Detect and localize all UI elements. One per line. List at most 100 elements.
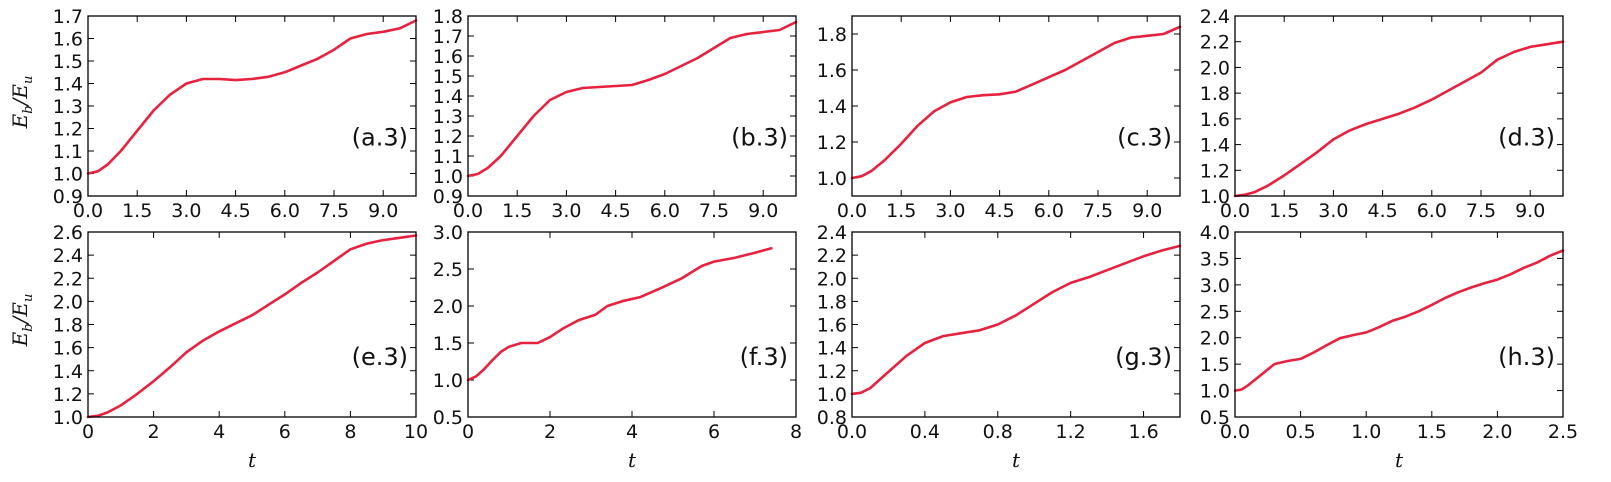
y-tick-label: 2.4: [53, 245, 83, 267]
y-tick-label: 1.8: [53, 315, 83, 337]
x-tick-label: 4.5: [984, 200, 1014, 222]
x-tick-label: 6.0: [650, 200, 680, 222]
x-tick-label: 1.5: [502, 200, 532, 222]
x-tick-label: 8: [790, 421, 802, 443]
y-tick-label: 1.8: [1200, 83, 1230, 105]
y-tick-label: 1.4: [817, 338, 847, 360]
series-line: [86, 19, 418, 175]
y-tick-label: 1.0: [53, 164, 83, 186]
y-axis-title-top: Eb/Eu: [8, 76, 36, 130]
panel-label: (e.3): [352, 343, 408, 371]
y-tick-label: 1.2: [53, 119, 83, 141]
y-tick-label: 2.0: [1200, 57, 1230, 79]
y-tick-label: 1.4: [53, 361, 83, 383]
x-tick-label: 1.5: [122, 200, 152, 222]
x-tick-label: 9.0: [1515, 200, 1545, 222]
panel-label: (a.3): [352, 124, 408, 152]
y-tick-label: 1.5: [1200, 354, 1230, 376]
x-axis-title: t: [248, 448, 257, 472]
panel-g3: 0.0 0.4 0.8 1.2 1.60.81.01.21.41.61.82.02.22…: [817, 222, 1182, 472]
x-tick-label: 7.5: [1083, 200, 1113, 222]
x-tick-label: 3.0: [171, 200, 201, 222]
series-line: [1233, 249, 1565, 392]
plot-frame: [87, 231, 417, 418]
panel-h3: 0.0 0.5 1.0 1.5 2.0 2.50.51.01.52.02.53.03.54…: [1200, 222, 1578, 472]
x-tick-label: 1.5: [886, 200, 916, 222]
x-tick-label: 4.5: [1367, 200, 1397, 222]
series-line: [466, 247, 773, 382]
panel-label: (f.3): [740, 343, 788, 371]
y-tick-label: 1.2: [817, 361, 847, 383]
y-tick-label: 1.6: [1200, 109, 1230, 131]
x-tick-label: 9.0: [748, 200, 778, 222]
y-tick-label: 2.2: [53, 268, 83, 290]
x-tick-label: 0: [82, 421, 94, 443]
y-tick-label: 2.4: [1200, 6, 1230, 28]
y-tick-label: 2.4: [817, 222, 847, 244]
x-tick-label: 9.0: [368, 200, 398, 222]
y-tick-label: 1.1: [53, 141, 83, 163]
y-axis-title-bottom: Eb/Eu: [8, 294, 36, 348]
y-tick-label: 1.6: [817, 315, 847, 337]
y-tick-label: 2.0: [53, 291, 83, 313]
panel-label: (h.3): [1498, 343, 1555, 371]
y-tick-label: 4.0: [1200, 222, 1230, 244]
panel-d3: 0.0 1.5 3.0 4.5 6.0 7.5 9.0 1.0 1.2 1.4 1.6 1.8 2.0 2…: [1200, 6, 1565, 222]
x-tick-label: 1.6: [1128, 421, 1158, 443]
y-tick-label: 1.1: [433, 146, 463, 168]
y-tick-label: 1.4: [1200, 135, 1230, 157]
y-tick-label: 1.0: [817, 384, 847, 406]
y-tick-label: 1.4: [433, 86, 463, 108]
panel-label: (b.3): [731, 124, 788, 152]
x-tick-label: 6.0: [1417, 200, 1447, 222]
y-tick-label: 1.3: [53, 96, 83, 118]
x-tick-label: 4: [626, 421, 638, 443]
y-tick-label: 1.6: [817, 60, 847, 82]
y-tick-label: 1.6: [53, 29, 83, 51]
panel-f3: 0 2 4 6 8 0.5 1.0 1.5 2.0 2.5 3.0 (f.3) t: [433, 222, 802, 472]
y-tick-label: 1.8: [433, 6, 463, 28]
x-tick-label: 0.0: [1220, 421, 1250, 443]
x-tick-label: 1.5: [1269, 200, 1299, 222]
y-tick-label: 0.5: [433, 407, 463, 429]
y-tick-label: 2.0: [1200, 328, 1230, 350]
series-line: [1233, 40, 1565, 198]
x-tick-label: 3.0: [935, 200, 965, 222]
x-axis-title: t: [1012, 448, 1021, 472]
y-tick-label: 1.4: [53, 74, 83, 96]
y-tick-label: 3.0: [433, 222, 463, 244]
x-tick-label: 3.0: [1318, 200, 1348, 222]
y-tick-label: 1.0: [433, 370, 463, 392]
y-tick-label: 1.0: [1200, 186, 1230, 208]
y-tick-label: 1.6: [53, 338, 83, 360]
x-tick-label: 0.4: [910, 421, 940, 443]
y-tick-label: 3.0: [1200, 275, 1230, 297]
x-tick-label: 1.2: [1056, 421, 1086, 443]
panel-b3: 0.0 1.5 3.0 4.5 6.0 7.5 9.00.91.01.11.21.31.41…: [433, 6, 798, 222]
x-tick-label: 10: [404, 421, 428, 443]
x-tick-label: 3.0: [551, 200, 581, 222]
x-tick-label: 0.0: [73, 200, 103, 222]
x-tick-label: 4.5: [220, 200, 250, 222]
x-tick-label: 1.0: [1351, 421, 1381, 443]
x-tick-label: 0.0: [453, 200, 483, 222]
y-tick-label: 2.0: [433, 296, 463, 318]
plot-frame: [851, 15, 1181, 197]
y-tick-label: 0.9: [53, 186, 83, 208]
y-tick-label: 1.5: [433, 333, 463, 355]
y-tick-label: 1.2: [1200, 160, 1230, 182]
x-tick-label: 7.5: [1466, 200, 1496, 222]
plot-frame: [87, 15, 417, 197]
series-line: [850, 244, 1182, 396]
y-tick-label: 1.6: [433, 46, 463, 68]
x-tick-label: 1.5: [1417, 421, 1447, 443]
x-tick-label: 4.5: [600, 200, 630, 222]
x-tick-label: 2: [544, 421, 556, 443]
x-tick-label: 6.0: [1034, 200, 1064, 222]
y-tick-label: 1.0: [53, 407, 83, 429]
y-tick-label: 1.2: [433, 126, 463, 148]
y-tick-label: 1.8: [817, 24, 847, 46]
y-tick-label: 1.7: [433, 26, 463, 48]
x-tick-label: 2: [148, 421, 160, 443]
